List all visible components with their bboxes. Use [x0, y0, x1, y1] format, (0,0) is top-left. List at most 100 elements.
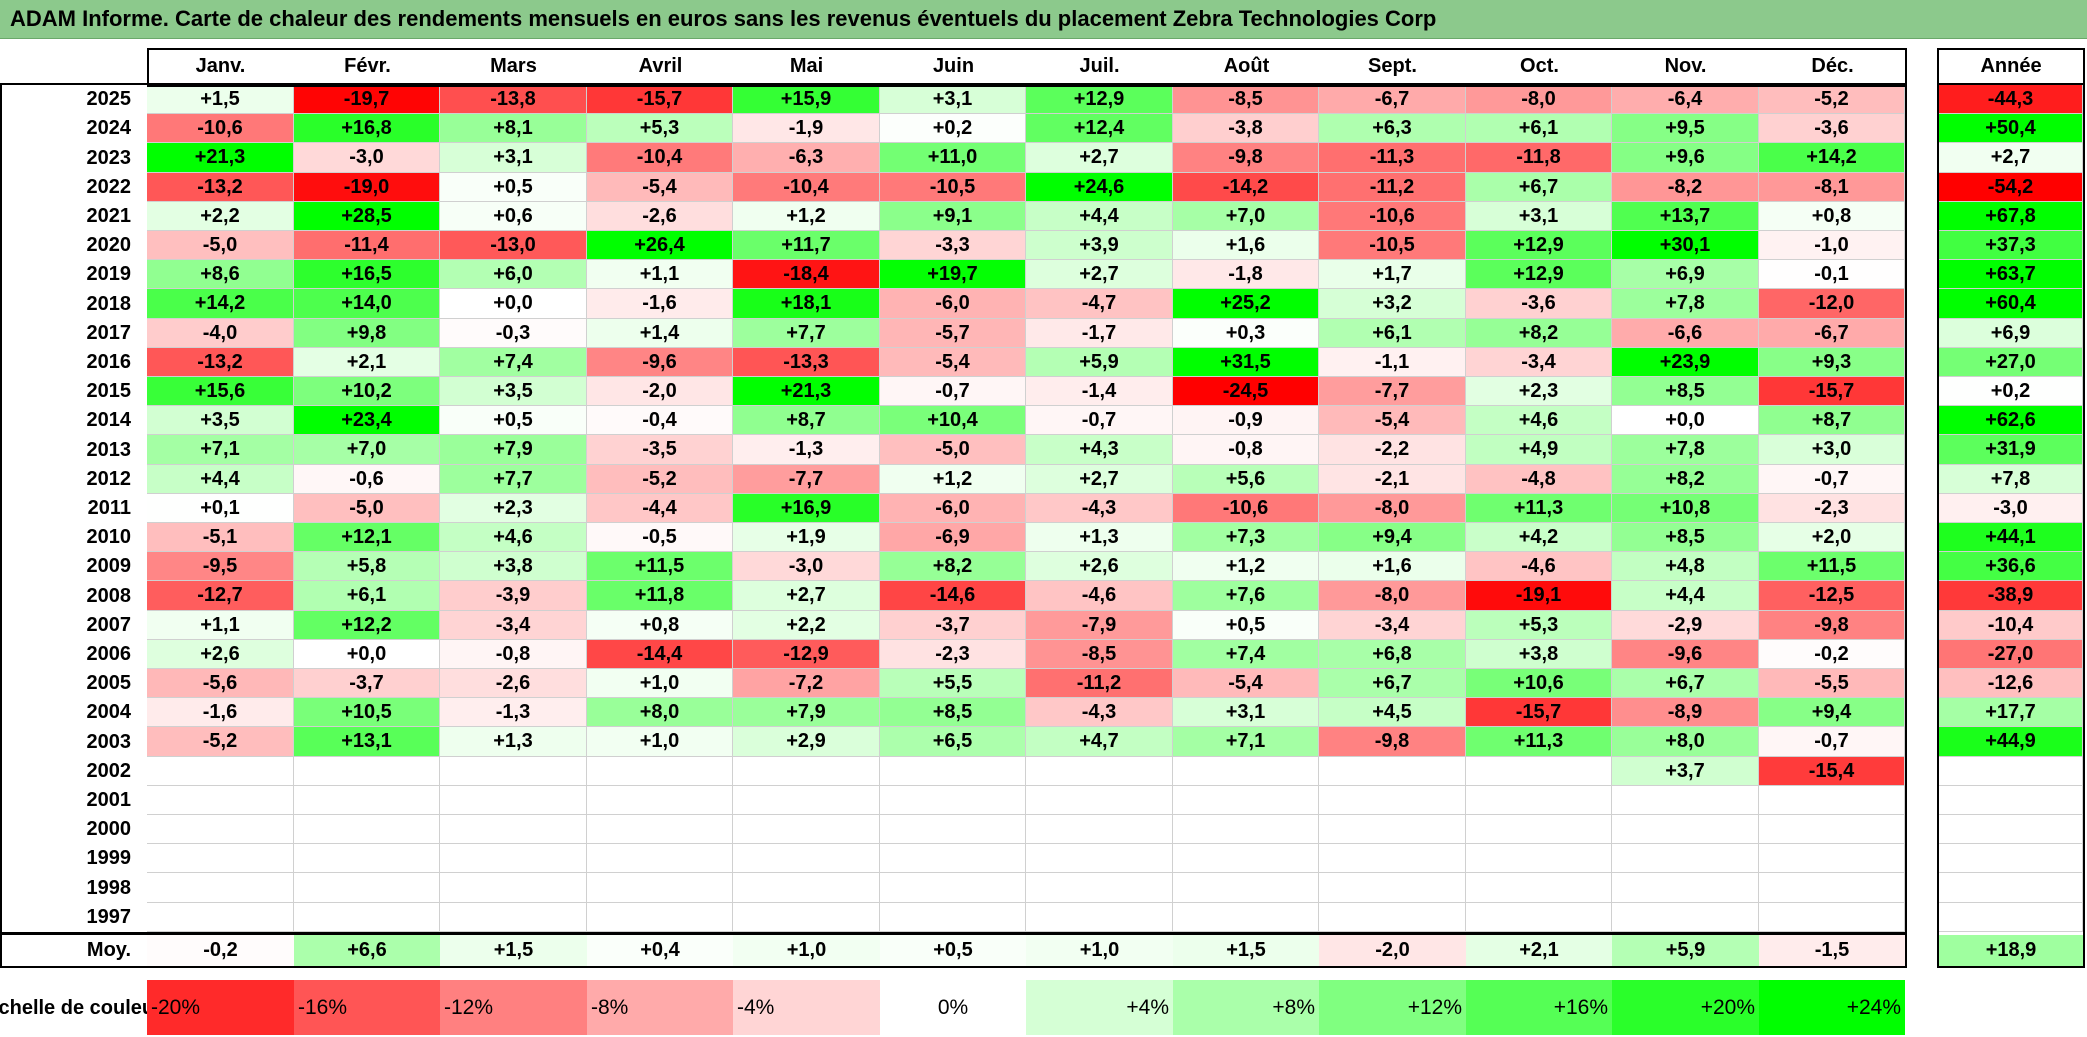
heatmap-cell: -14,4	[587, 640, 733, 669]
heatmap-cell	[733, 815, 880, 844]
heatmap-cell: -2,6	[587, 202, 733, 231]
heatmap-cell: -5,5	[1759, 669, 1905, 698]
column-header: Déc.	[1759, 48, 1906, 85]
heatmap-cell: +14,2	[1759, 143, 1905, 173]
heatmap-cell: -12,5	[1759, 581, 1905, 611]
heatmap-cell: -0,3	[440, 319, 587, 348]
annual-return-cell: +62,6	[1939, 406, 2083, 435]
heatmap-cell: -19,1	[1466, 581, 1612, 611]
heatmap-cell: +4,6	[440, 523, 587, 552]
heatmap-cell: +0,8	[587, 611, 733, 640]
heatmap-cell: +7,7	[440, 465, 587, 494]
legend-swatch: +12%	[1319, 980, 1466, 1035]
heatmap-cell: +12,2	[294, 611, 440, 640]
heatmap-cell: +2,7	[733, 581, 880, 611]
heatmap-cell: +7,9	[733, 698, 880, 727]
heatmap-cell: -0,8	[440, 640, 587, 669]
heatmap-cell: -13,0	[440, 231, 587, 260]
heatmap-cell: -5,0	[147, 231, 294, 260]
heatmap-cell	[1173, 786, 1319, 815]
heatmap-cell: +26,4	[587, 231, 733, 260]
annual-return-cell	[1939, 903, 2083, 932]
row-year-label: 2008	[0, 581, 147, 611]
heatmap-cell	[880, 757, 1026, 786]
heatmap-cell	[1173, 815, 1319, 844]
heatmap-cell	[587, 815, 733, 844]
heatmap-cell: +9,1	[880, 202, 1026, 231]
row-year-label: 2019	[0, 260, 147, 289]
heatmap-cell	[440, 844, 587, 873]
heatmap-cell: -5,2	[147, 727, 294, 757]
heatmap-cell: +0,0	[440, 289, 587, 319]
heatmap-cell: -3,7	[294, 669, 440, 698]
heatmap-cell: +6,3	[1319, 114, 1466, 143]
heatmap-cell: +0,3	[1173, 319, 1319, 348]
heatmap-cell: +1,4	[587, 319, 733, 348]
heatmap-cell: -5,4	[1173, 669, 1319, 698]
heatmap-cell: +2,3	[1466, 377, 1612, 406]
heatmap-cell: -0,5	[587, 523, 733, 552]
heatmap-cell: +8,6	[147, 260, 294, 289]
heatmap-cell: -0,8	[1173, 435, 1319, 465]
heatmap-cell: -5,4	[880, 348, 1026, 377]
legend-swatch: -8%	[587, 980, 733, 1035]
annual-return-cell	[1939, 815, 2083, 844]
average-cell: +5,9	[1612, 935, 1759, 966]
heatmap-cell: +8,7	[733, 406, 880, 435]
heatmap-cell: -12,0	[1759, 289, 1905, 319]
heatmap-cell: -6,4	[1612, 85, 1759, 114]
heatmap-cell: +0,8	[1759, 202, 1905, 231]
heatmap-cell: +11,7	[733, 231, 880, 260]
heatmap-cell	[1026, 873, 1173, 903]
heatmap-cell: -0,2	[1759, 640, 1905, 669]
annual-return-cell: +37,3	[1939, 231, 2083, 260]
average-cell: -1,5	[1759, 935, 1905, 966]
heatmap-cell: -7,2	[733, 669, 880, 698]
heatmap-cell: -5,0	[880, 435, 1026, 465]
heatmap-cell: -13,2	[147, 173, 294, 202]
row-year-label: 2014	[0, 406, 147, 435]
chart-title: ADAM Informe. Carte de chaleur des rende…	[10, 6, 1437, 31]
heatmap-cell: -1,3	[440, 698, 587, 727]
column-header: Févr.	[294, 48, 441, 85]
column-header: Sept.	[1319, 48, 1466, 85]
heatmap-cell: -3,0	[733, 552, 880, 581]
heatmap-cell: +1,5	[147, 85, 294, 114]
heatmap-cell: -15,4	[1759, 757, 1905, 786]
heatmap-cell: -15,7	[587, 85, 733, 114]
heatmap-cell: +7,0	[294, 435, 440, 465]
legend-swatch: +8%	[1173, 980, 1319, 1035]
legend-swatch: +24%	[1759, 980, 1905, 1035]
heatmap-cell	[1466, 815, 1612, 844]
row-year-label: 2025	[0, 85, 147, 114]
heatmap-cell: +14,0	[294, 289, 440, 319]
heatmap-cell: +0,5	[1173, 611, 1319, 640]
annual-return-cell: +0,2	[1939, 377, 2083, 406]
heatmap-cell: +2,6	[1026, 552, 1173, 581]
heatmap-cell: -19,7	[294, 85, 440, 114]
legend-label: Echelle de couleur	[0, 980, 162, 1035]
heatmap-cell: -5,4	[587, 173, 733, 202]
heatmap-cell	[294, 903, 440, 932]
average-cell: +1,5	[440, 935, 587, 966]
heatmap-cell: +15,6	[147, 377, 294, 406]
row-year-label: 2006	[0, 640, 147, 669]
heatmap-cell: +1,3	[1026, 523, 1173, 552]
heatmap-cell: +1,0	[587, 669, 733, 698]
heatmap-cell: -4,6	[1026, 581, 1173, 611]
annual-return-cell: +2,7	[1939, 143, 2083, 173]
heatmap-cell: +15,9	[733, 85, 880, 114]
heatmap-cell	[147, 903, 294, 932]
annual-return-cell: -12,6	[1939, 669, 2083, 698]
heatmap-cell: +6,7	[1612, 669, 1759, 698]
heatmap-cell: -2,2	[1319, 435, 1466, 465]
heatmap-cell	[147, 873, 294, 903]
heatmap-cell: -6,9	[880, 523, 1026, 552]
heatmap-cell: +3,8	[1466, 640, 1612, 669]
row-year-label: 2015	[0, 377, 147, 406]
annual-return-cell	[1939, 844, 2083, 873]
heatmap-cell: -7,7	[1319, 377, 1466, 406]
heatmap-cell	[294, 815, 440, 844]
heatmap-cell: -0,6	[294, 465, 440, 494]
heatmap-cell	[733, 873, 880, 903]
